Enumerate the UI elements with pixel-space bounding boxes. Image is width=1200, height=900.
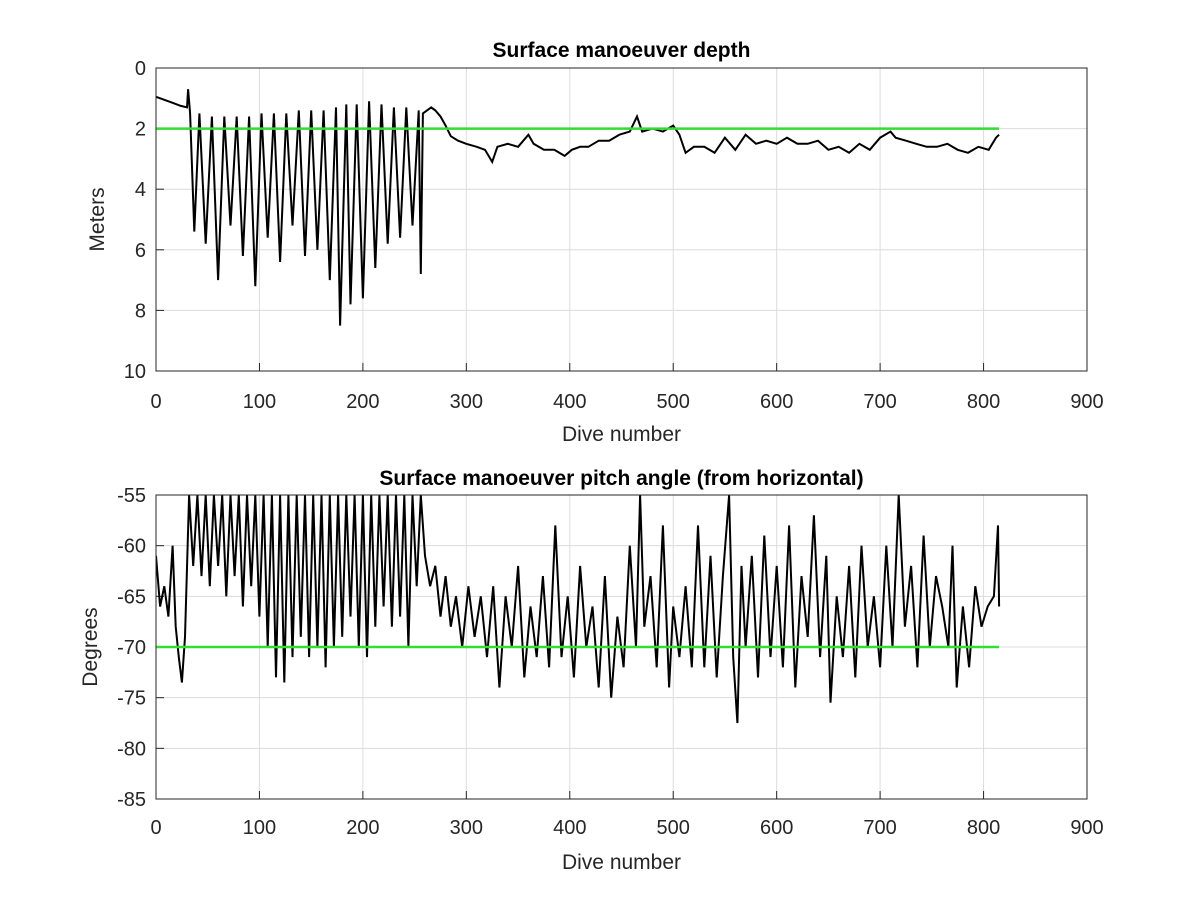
pitch-y-axis-label: Degrees <box>79 607 102 686</box>
depth-y-tick-label: 8 <box>135 300 146 322</box>
depth-x-tick-label: 0 <box>150 391 161 413</box>
depth-y-tick-label: 2 <box>135 119 146 141</box>
pitch-y-tick-label: -80 <box>117 738 146 760</box>
depth-axes-frame <box>155 67 1088 372</box>
depth-y-tick-label: 6 <box>135 240 146 262</box>
pitch-y-tick-label: -70 <box>117 637 146 659</box>
depth-y-tick-label: 4 <box>135 179 146 201</box>
depth-chart: 0 100 200 300 400 500 600 700 800 900 0 2 4 6 8 10 Surfa… <box>86 39 1104 446</box>
depth-x-tick-label: 100 <box>243 391 276 413</box>
pitch-x-tick-label: 800 <box>967 817 1000 839</box>
pitch-x-tick-label: 600 <box>760 817 793 839</box>
pitch-y-tick-label: -60 <box>117 536 146 558</box>
pitch-y-tick-label: -85 <box>117 789 146 811</box>
depth-x-tick-label: 700 <box>863 391 896 413</box>
pitch-y-tick-label: -75 <box>117 688 146 710</box>
depth-x-tick-label: 500 <box>657 391 690 413</box>
depth-chart-title: Surface manoeuver depth <box>493 39 751 62</box>
depth-x-tick-label: 400 <box>553 391 586 413</box>
depth-x-tick-label: 900 <box>1070 391 1103 413</box>
pitch-x-tick-label: 100 <box>243 817 276 839</box>
pitch-x-tick-label: 0 <box>150 817 161 839</box>
depth-x-tick-label: 800 <box>967 391 1000 413</box>
pitch-y-tick-label: -65 <box>117 586 146 608</box>
depth-x-tick-label: 200 <box>346 391 379 413</box>
depth-y-axis-label: Meters <box>86 187 109 251</box>
depth-x-axis-label: Dive number <box>562 423 681 446</box>
pitch-chart-title: Surface manoeuver pitch angle (from hori… <box>379 467 863 490</box>
pitch-axes-frame <box>155 494 1088 800</box>
depth-series-line <box>156 89 1000 326</box>
depth-x-tick-label: 600 <box>760 391 793 413</box>
pitch-x-tick-label: 500 <box>657 817 690 839</box>
depth-plot-area <box>155 67 1088 372</box>
pitch-x-tick-label: 700 <box>863 817 896 839</box>
pitch-x-tick-label: 300 <box>450 817 483 839</box>
pitch-chart: 0 100 200 300 400 500 600 700 800 900 -55 -60 -65 -70… <box>79 467 1104 874</box>
depth-y-tick-label: 10 <box>124 361 146 383</box>
pitch-y-tick-label: -55 <box>117 485 146 507</box>
pitch-x-axis-label: Dive number <box>562 851 681 874</box>
pitch-series-line <box>156 495 1001 724</box>
pitch-x-tick-label: 400 <box>553 817 586 839</box>
pitch-x-tick-label: 200 <box>346 817 379 839</box>
depth-y-tick-label: 0 <box>135 58 146 80</box>
depth-x-tick-label: 300 <box>450 391 483 413</box>
pitch-x-tick-label: 900 <box>1070 817 1103 839</box>
